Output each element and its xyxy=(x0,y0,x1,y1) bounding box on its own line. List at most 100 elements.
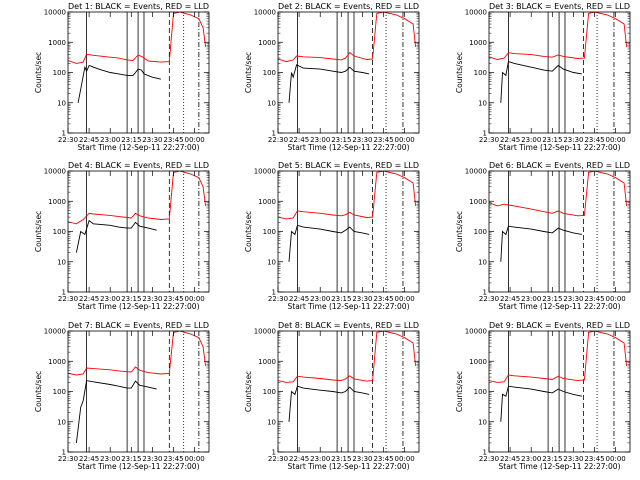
y-tick-label: 100 xyxy=(263,388,276,396)
axes-frame xyxy=(277,170,420,293)
x-tick-label: 00:00 xyxy=(395,295,415,303)
y-tick-label: 1000 xyxy=(469,39,487,47)
y-tick-label: 100 xyxy=(474,228,487,236)
y-tick-label: 10 xyxy=(57,418,66,426)
y-tick-label: 100 xyxy=(263,69,276,77)
x-tick-label: 23:15 xyxy=(121,136,141,144)
lld-series-line xyxy=(278,12,417,63)
panel-1: Det 1: BLACK = Events, RED = LLD 1 10 100 10… xyxy=(34,2,210,152)
x-tick-label: 23:45 xyxy=(163,295,183,303)
y-axis-label: Counts/sec xyxy=(34,371,43,412)
y-tick-label: 100 xyxy=(263,228,276,236)
x-tick-label: 23:30 xyxy=(352,455,372,463)
y-tick-label: 10000 xyxy=(44,328,66,336)
plot-area xyxy=(489,12,628,133)
x-axis-label: Start Time (12-Sep-11 22:27:00) xyxy=(78,462,200,471)
x-tick-label: 23:30 xyxy=(563,455,583,463)
y-tick-label: 100 xyxy=(53,69,66,77)
x-axis-label: Start Time (12-Sep-11 22:27:00) xyxy=(499,143,621,152)
plot-area xyxy=(68,171,207,292)
events-series-line xyxy=(75,380,157,443)
y-tick-label: 100 xyxy=(474,69,487,77)
x-axis-label: Start Time (12-Sep-11 22:27:00) xyxy=(499,462,621,471)
panel-3: Det 3: BLACK = Events, RED = LLD 1 10 100 10… xyxy=(455,2,631,152)
x-tick-label: 22:45 xyxy=(500,455,520,463)
x-tick-label: 23:45 xyxy=(163,136,183,144)
y-tick-label: 1 xyxy=(62,130,66,138)
panel-8: Det 8: BLACK = Events, RED = LLD 1 10 100 10… xyxy=(244,321,420,471)
x-tick-label: 23:00 xyxy=(310,136,330,144)
y-axis-label: Counts/sec xyxy=(455,371,464,412)
x-axis-label: Start Time (12-Sep-11 22:27:00) xyxy=(288,143,410,152)
x-tick-label: 22:30 xyxy=(58,455,78,463)
panel-title: Det 8: BLACK = Events, RED = LLD xyxy=(278,321,419,330)
x-tick-label: 00:00 xyxy=(185,295,205,303)
y-tick-label: 10 xyxy=(478,418,487,426)
y-tick-label: 100 xyxy=(53,388,66,396)
x-tick-label: 23:45 xyxy=(373,455,393,463)
x-tick-label: 22:45 xyxy=(289,295,309,303)
lld-series-line xyxy=(68,331,207,376)
plot-area xyxy=(68,331,207,452)
events-series-line xyxy=(288,224,370,262)
axes-frame xyxy=(488,330,631,453)
lld-series-line xyxy=(489,171,628,217)
x-tick-label: 23:00 xyxy=(521,295,541,303)
x-tick-label: 22:45 xyxy=(79,136,99,144)
axes-frame xyxy=(277,330,420,453)
axes-frame xyxy=(67,11,210,134)
y-tick-label: 10000 xyxy=(465,328,487,336)
y-tick-label: 10000 xyxy=(254,168,276,176)
y-tick-label: 1 xyxy=(62,449,66,457)
y-axis-label: Counts/sec xyxy=(455,52,464,93)
events-series-line xyxy=(500,385,582,422)
events-series-line xyxy=(77,64,162,103)
events-series-line xyxy=(500,61,582,103)
axes-frame xyxy=(67,330,210,453)
y-tick-label: 10 xyxy=(57,99,66,107)
y-tick-label: 10 xyxy=(478,258,487,266)
axes-frame xyxy=(277,11,420,134)
events-series-line xyxy=(288,64,370,103)
x-tick-label: 23:00 xyxy=(100,455,120,463)
x-tick-label: 00:00 xyxy=(606,295,626,303)
axes-frame xyxy=(67,170,210,293)
panel-title: Det 5: BLACK = Events, RED = LLD xyxy=(278,161,419,170)
panel-title: Det 7: BLACK = Events, RED = LLD xyxy=(68,321,209,330)
panel-title: Det 6: BLACK = Events, RED = LLD xyxy=(489,161,630,170)
y-tick-label: 10000 xyxy=(44,9,66,17)
lld-series-line xyxy=(278,171,417,220)
y-axis-label: Counts/sec xyxy=(34,52,43,93)
x-tick-label: 23:30 xyxy=(142,295,162,303)
x-tick-label: 22:45 xyxy=(289,455,309,463)
y-tick-label: 10 xyxy=(57,258,66,266)
x-tick-label: 23:15 xyxy=(331,455,351,463)
y-tick-label: 1000 xyxy=(469,358,487,366)
y-tick-label: 1 xyxy=(272,130,276,138)
y-tick-label: 1000 xyxy=(258,39,276,47)
panel-title: Det 4: BLACK = Events, RED = LLD xyxy=(68,161,209,170)
lld-series-line xyxy=(489,331,628,383)
plot-area xyxy=(489,331,628,452)
y-axis-label: Counts/sec xyxy=(244,52,253,93)
y-tick-label: 10 xyxy=(267,99,276,107)
x-tick-label: 23:45 xyxy=(373,136,393,144)
x-tick-label: 22:30 xyxy=(479,136,499,144)
x-tick-label: 23:00 xyxy=(521,455,541,463)
plot-area xyxy=(278,331,417,452)
y-tick-label: 10 xyxy=(267,258,276,266)
x-tick-label: 22:30 xyxy=(479,455,499,463)
x-axis-label: Start Time (12-Sep-11 22:27:00) xyxy=(288,462,410,471)
y-axis-label: Counts/sec xyxy=(244,211,253,252)
x-tick-label: 23:45 xyxy=(584,136,604,144)
lld-series-line xyxy=(68,12,207,64)
x-tick-label: 22:30 xyxy=(268,295,288,303)
y-tick-label: 1000 xyxy=(258,358,276,366)
x-tick-label: 23:00 xyxy=(521,136,541,144)
y-axis-label: Counts/sec xyxy=(34,211,43,252)
panel-5: Det 5: BLACK = Events, RED = LLD 1 10 100 10… xyxy=(244,161,420,311)
x-tick-label: 22:30 xyxy=(268,455,288,463)
x-tick-label: 00:00 xyxy=(395,136,415,144)
y-tick-label: 1 xyxy=(483,289,487,297)
